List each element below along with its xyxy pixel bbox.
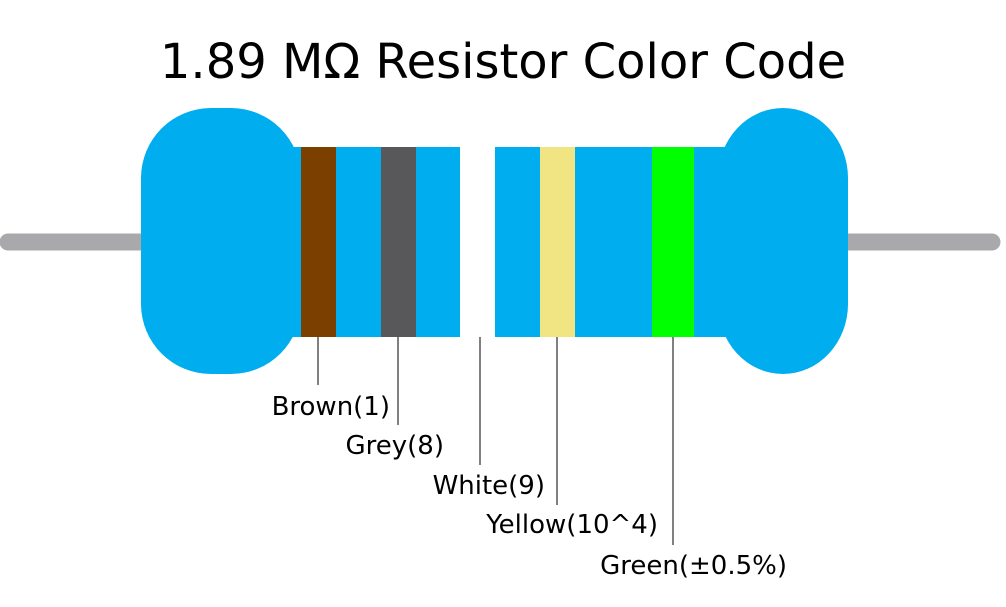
diagram-title: 1.89 MΩ Resistor Color Code (160, 34, 846, 90)
band-white (460, 147, 495, 337)
band-grey (381, 147, 416, 337)
band-label-grey: Grey(8) (346, 431, 444, 461)
band-label-white: White(9) (433, 471, 545, 501)
band-brown (301, 147, 336, 337)
leader-lines (317, 337, 674, 545)
band-label-brown: Brown(1) (272, 392, 390, 422)
color-bands (301, 147, 694, 337)
band-label-yellow: Yellow(10^4) (485, 510, 658, 540)
band-label-green: Green(±0.5%) (600, 551, 787, 581)
resistor (0, 108, 1001, 374)
band-labels: Brown(1) Grey(8) White(9) Yellow(10^4) Green… (272, 392, 787, 581)
band-green (652, 147, 694, 337)
band-yellow (540, 147, 575, 337)
